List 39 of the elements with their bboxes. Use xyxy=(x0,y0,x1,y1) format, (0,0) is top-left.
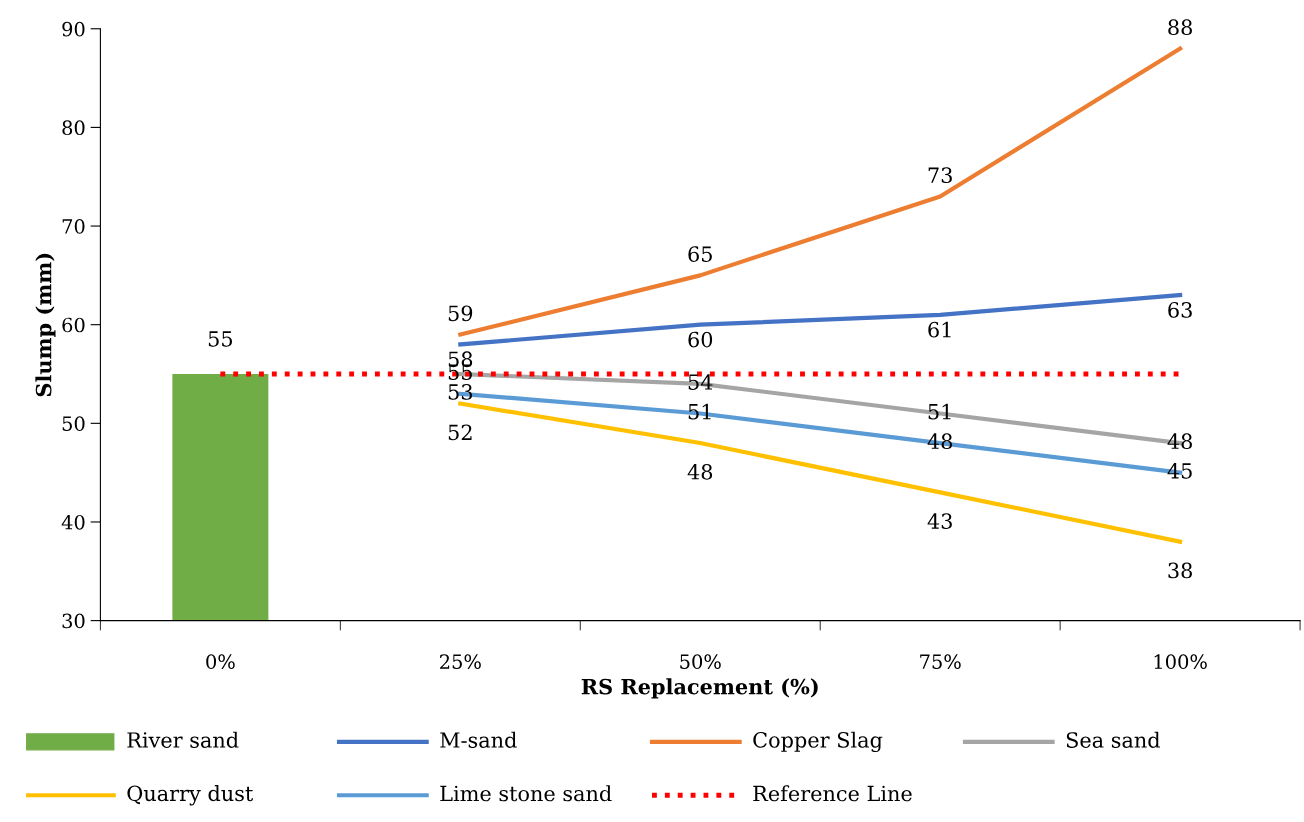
data-label: 54 xyxy=(688,374,713,390)
data-label: 38 xyxy=(1168,562,1192,579)
data-label: 48 xyxy=(687,463,713,480)
x-tick-label: 100% xyxy=(1154,654,1207,669)
y-axis-title: Slump (mm) xyxy=(35,253,56,397)
legend-label: River sand xyxy=(127,731,239,748)
y-tick-label: 40 xyxy=(61,514,85,530)
legend-label: Reference Line xyxy=(753,785,912,802)
y-tick-label: 90 xyxy=(62,21,85,37)
y-tick-label: 60 xyxy=(62,317,85,333)
y-tick-label: 70 xyxy=(62,219,85,234)
y-tick-label: 80 xyxy=(62,120,85,136)
data-label: 43 xyxy=(927,513,952,529)
x-tick-label: 25% xyxy=(440,654,481,669)
legend-label: Lime stone sand xyxy=(440,785,612,802)
data-label: 61 xyxy=(928,321,951,338)
y-tick-label: 30 xyxy=(62,613,85,629)
x-tick-label: 0% xyxy=(206,654,235,669)
data-label: 63 xyxy=(1168,302,1192,318)
legend-label: Sea sand xyxy=(1066,731,1161,748)
data-label: 60 xyxy=(688,331,713,348)
x-axis-title: RS Replacement (%) xyxy=(581,678,818,699)
y-tick-label: 50 xyxy=(62,416,85,431)
data-label: 65 xyxy=(688,246,712,262)
data-label: 88 xyxy=(1168,19,1192,36)
data-label: 48 xyxy=(1167,433,1192,450)
x-tick-label: 50% xyxy=(680,654,721,669)
data-label: 73 xyxy=(928,167,952,184)
legend-label: Copper Slag xyxy=(753,731,883,753)
data-label: 48 xyxy=(927,433,953,450)
legend-label: Quarry dust xyxy=(127,785,254,806)
data-label: 55 xyxy=(208,331,233,347)
legend-label: M-sand xyxy=(440,731,517,748)
data-label: 51 xyxy=(928,403,951,420)
x-tick-label: 75% xyxy=(920,654,961,669)
data-label: 52 xyxy=(448,424,472,441)
data-label: 51 xyxy=(688,403,711,420)
data-label: 53 xyxy=(448,384,473,400)
data-label: 59 xyxy=(448,305,473,322)
